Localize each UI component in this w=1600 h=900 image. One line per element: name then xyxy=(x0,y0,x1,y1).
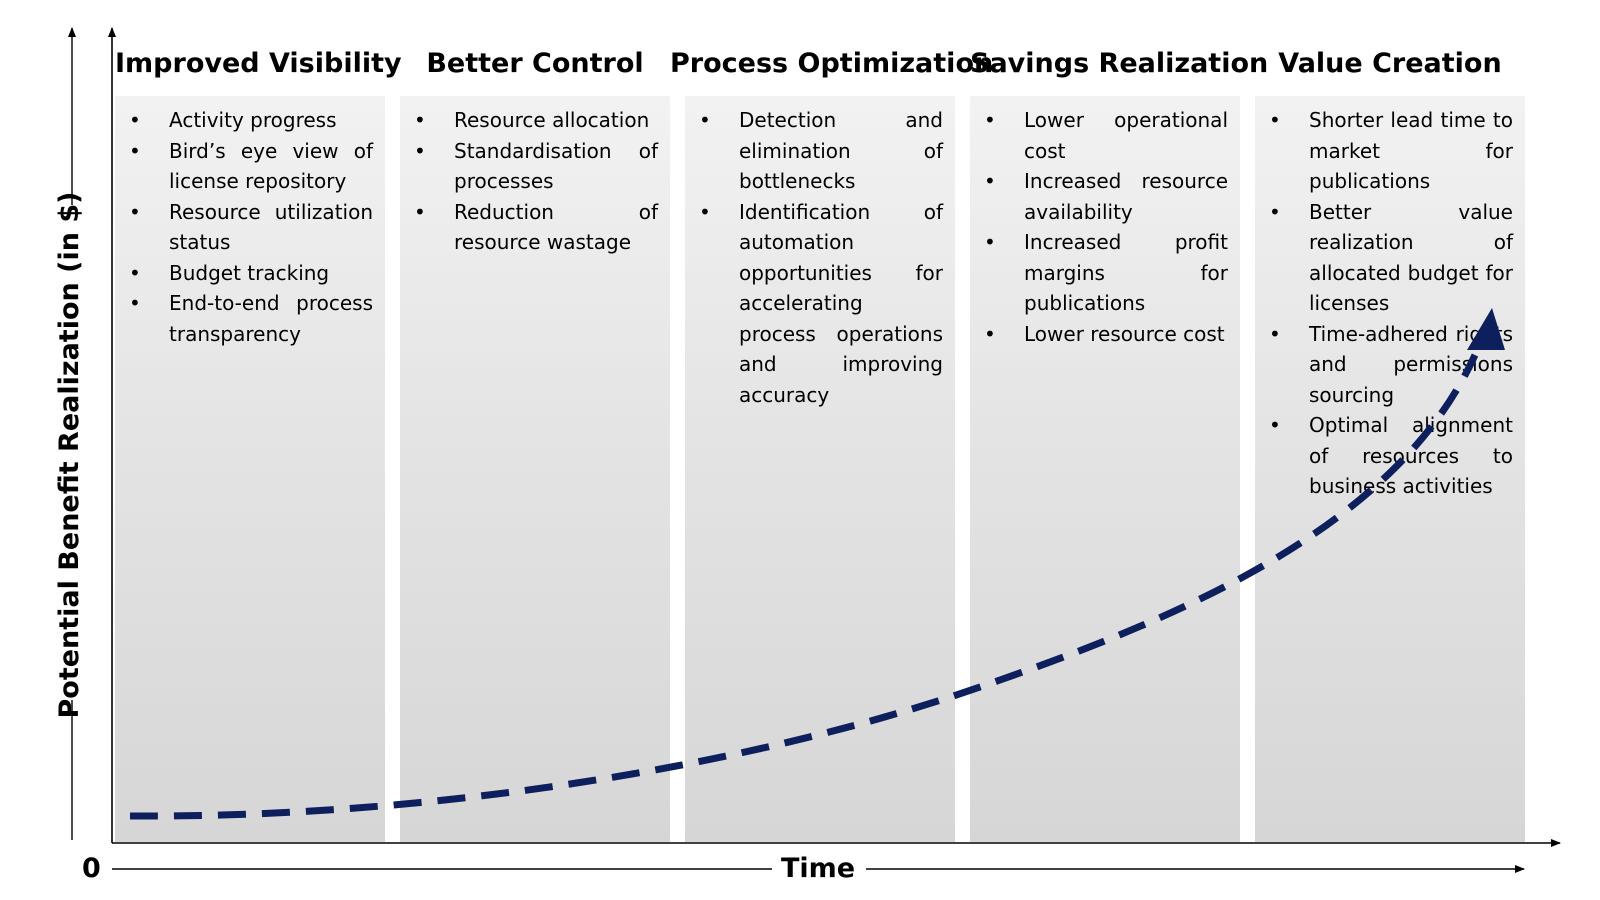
list-item: Resource allocation xyxy=(400,105,658,136)
benefit-curve xyxy=(129,353,1479,820)
phase-bullet-list: Shorter lead time to market for publicat… xyxy=(1255,105,1513,502)
list-item: Budget tracking xyxy=(115,258,373,289)
list-item: Increased profit margins for publication… xyxy=(970,227,1228,319)
phase-bullet-list: Resource allocation Standardisation of p… xyxy=(400,105,658,258)
list-item: Reduction of resource wastage xyxy=(400,197,658,258)
phase-title: Savings Realization xyxy=(970,48,1269,79)
phase-bullet-list: Lower operational cost Increased resourc… xyxy=(970,105,1228,349)
list-item: End-to-end process transparency xyxy=(115,288,373,349)
list-item: Optimal alignment of resources to busine… xyxy=(1255,410,1513,502)
x-axis-label: Time xyxy=(780,853,856,884)
curve-arrowhead-icon xyxy=(1467,308,1505,350)
phase-title: Better Control xyxy=(426,48,644,79)
list-item: Shorter lead time to market for publicat… xyxy=(1255,105,1513,197)
phase-title: Improved Visibility xyxy=(115,48,402,79)
list-item: Identification of automation opportuniti… xyxy=(685,197,943,411)
list-item: Detection and elimination of bottlenecks xyxy=(685,105,943,197)
list-item: Lower resource cost xyxy=(970,319,1228,350)
y-axis-label: Potential Benefit Realization (in $) xyxy=(54,191,85,719)
list-item: Increased resource availability xyxy=(970,166,1228,227)
phase-title: Process Optimization xyxy=(670,48,994,79)
phase-title: Value Creation xyxy=(1278,48,1502,79)
list-item: Standardisation of processes xyxy=(400,136,658,197)
list-item: Bird’s eye view of license repository xyxy=(115,136,373,197)
origin-label: 0 xyxy=(82,853,101,884)
phase-bullet-list: Activity progress Bird’s eye view of lic… xyxy=(115,105,373,349)
list-item: Activity progress xyxy=(115,105,373,136)
phase-bullet-list: Detection and elimination of bottlenecks… xyxy=(685,105,943,410)
list-item: Better value realization of allocated bu… xyxy=(1255,197,1513,319)
list-item: Lower operational cost xyxy=(970,105,1228,166)
list-item: Resource utilization status xyxy=(115,197,373,258)
